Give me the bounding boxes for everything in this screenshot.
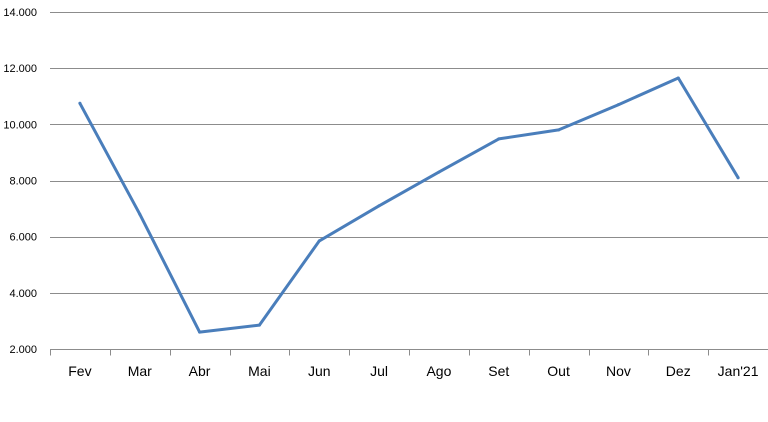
data-point-0-6 <box>437 170 441 174</box>
y-tick-label-4: 10.000 <box>3 119 37 131</box>
data-point-0-4 <box>317 239 321 243</box>
data-point-0-11 <box>736 176 740 180</box>
data-point-0-9 <box>616 103 620 107</box>
data-point-0-8 <box>557 128 561 132</box>
data-point-0-2 <box>198 330 202 334</box>
x-axis-tick-labels: Fev Mar Abr Mai Jun Jul Ago Set Out Nov Dez Jan'21 <box>68 363 758 379</box>
x-tick-label-10: Dez <box>666 363 691 379</box>
gridlines <box>50 12 768 294</box>
x-tick-label-5: Jul <box>370 363 388 379</box>
x-tick-label-8: Out <box>547 363 570 379</box>
x-tick-label-11: Jan'21 <box>718 363 759 379</box>
x-tick-label-7: Set <box>488 363 509 379</box>
data-point-0-3 <box>257 323 261 327</box>
y-tick-label-3: 8.000 <box>9 176 37 188</box>
x-tick-label-2: Abr <box>189 363 211 379</box>
data-point-0-0 <box>78 101 82 105</box>
y-tick-label-1: 4.000 <box>9 288 37 300</box>
x-axis <box>50 349 768 356</box>
x-tick-label-3: Mai <box>248 363 271 379</box>
x-tick-label-0: Fev <box>68 363 91 379</box>
y-tick-label-6: 14.000 <box>3 7 37 19</box>
x-tick-label-4: Jun <box>308 363 331 379</box>
y-tick-label-5: 12.000 <box>3 63 37 75</box>
data-point-0-10 <box>676 76 680 80</box>
x-tick-label-6: Ago <box>426 363 451 379</box>
y-tick-label-0: 2.000 <box>9 344 37 356</box>
x-tick-label-9: Nov <box>606 363 631 379</box>
data-point-0-7 <box>497 137 501 141</box>
x-tick-label-1: Mar <box>128 363 152 379</box>
data-point-0-5 <box>377 204 381 208</box>
y-tick-label-2: 6.000 <box>9 232 37 244</box>
series-line-0 <box>78 76 740 334</box>
data-point-0-1 <box>138 212 142 216</box>
y-axis-tick-labels: 2.000 4.000 6.000 8.000 10.000 12.000 14.000 <box>3 7 37 356</box>
series-layer <box>78 76 740 334</box>
